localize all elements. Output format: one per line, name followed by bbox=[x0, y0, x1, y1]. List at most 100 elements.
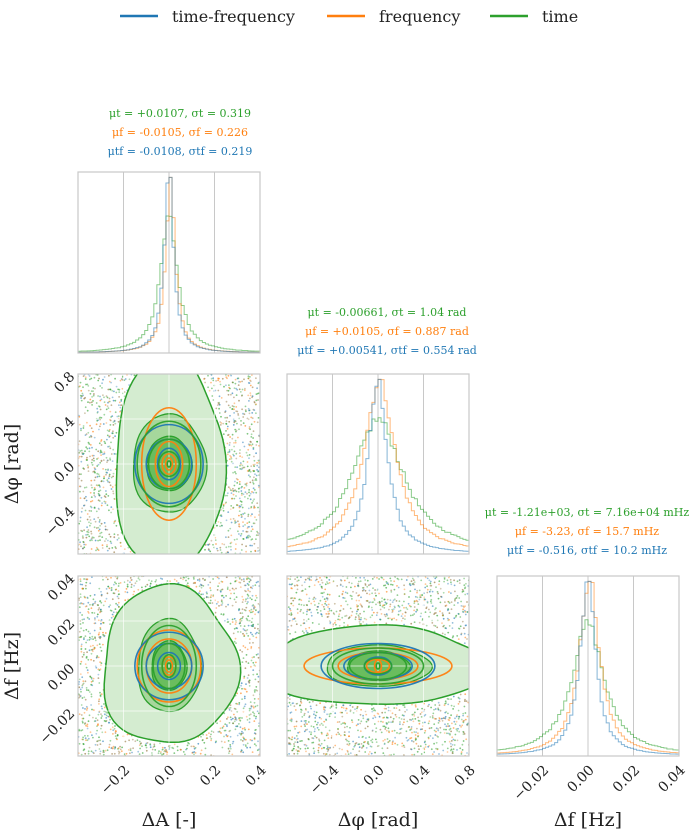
scatter-point bbox=[254, 717, 257, 720]
scatter-point bbox=[257, 470, 260, 473]
contour-frequency-level-1 bbox=[161, 453, 177, 475]
scatter-point bbox=[337, 615, 340, 618]
scatter-point bbox=[242, 538, 245, 540]
scatter-point bbox=[100, 496, 103, 499]
scatter-point bbox=[239, 622, 242, 624]
scatter-point bbox=[100, 480, 103, 483]
scatter-point bbox=[107, 469, 109, 471]
panel-2d-df_vs_dA bbox=[77, 575, 261, 757]
scatter-point bbox=[218, 605, 220, 607]
scatter-point bbox=[229, 542, 232, 545]
scatter-point bbox=[87, 531, 90, 534]
scatter-point bbox=[343, 621, 345, 624]
scatter-point bbox=[329, 707, 332, 709]
scatter-point bbox=[79, 602, 81, 605]
scatter-point bbox=[104, 713, 106, 716]
scatter-point bbox=[435, 607, 437, 609]
scatter-point bbox=[383, 613, 386, 616]
scatter-point bbox=[342, 596, 345, 599]
scatter-point bbox=[230, 393, 232, 396]
scatter-point bbox=[199, 583, 202, 586]
scatter-point bbox=[91, 537, 93, 540]
scatter-point bbox=[253, 401, 256, 404]
scatter-point bbox=[127, 749, 130, 751]
scatter-point bbox=[248, 521, 251, 523]
scatter-point bbox=[356, 706, 359, 708]
scatter-point bbox=[251, 443, 254, 446]
scatter-point bbox=[227, 433, 230, 436]
scatter-point bbox=[100, 662, 103, 664]
scatter-point bbox=[466, 715, 469, 718]
contour-tf-level-3 bbox=[134, 423, 204, 505]
scatter-point bbox=[89, 392, 92, 395]
scatter-point bbox=[87, 465, 90, 468]
scatter-point bbox=[229, 545, 232, 548]
scatter-point bbox=[99, 750, 102, 753]
scatter-point bbox=[85, 534, 87, 536]
scatter-point bbox=[365, 713, 368, 716]
scatter-point bbox=[111, 396, 114, 399]
scatter-point bbox=[226, 389, 229, 392]
scatter-point bbox=[407, 602, 410, 605]
scatter-point bbox=[460, 751, 463, 753]
scatter-point bbox=[329, 621, 332, 624]
scatter-point bbox=[165, 750, 167, 753]
scatter-point bbox=[320, 722, 323, 725]
scatter-point bbox=[371, 614, 374, 617]
scatter-point bbox=[417, 734, 420, 737]
scatter-point bbox=[324, 753, 327, 755]
scatter-point bbox=[80, 399, 83, 402]
ytick-df-3: 0.04 bbox=[45, 571, 78, 604]
scatter-point bbox=[87, 529, 90, 531]
scatter-point bbox=[464, 698, 466, 701]
scatter-point bbox=[112, 611, 115, 614]
scatter-point bbox=[340, 579, 343, 582]
panels bbox=[77, 171, 680, 757]
scatter-point bbox=[109, 540, 112, 543]
scatter-point bbox=[221, 377, 224, 380]
scatter-point bbox=[161, 748, 164, 751]
scatter-point bbox=[126, 733, 129, 736]
scatter-point bbox=[249, 590, 251, 593]
scatter-point bbox=[295, 623, 298, 626]
scatter-point bbox=[198, 592, 201, 594]
scatter-point bbox=[114, 725, 116, 727]
scatter-point bbox=[92, 677, 95, 680]
scatter-point bbox=[446, 732, 448, 735]
scatter-point bbox=[185, 748, 187, 751]
scatter-point bbox=[119, 748, 122, 751]
scatter-point bbox=[358, 736, 360, 738]
scatter-point bbox=[234, 466, 237, 468]
scatter-point bbox=[93, 489, 95, 491]
scatter-point bbox=[463, 606, 465, 609]
scatter-point bbox=[306, 728, 309, 731]
scatter-point bbox=[210, 539, 213, 542]
scatter-point bbox=[95, 402, 98, 404]
scatter-point bbox=[326, 745, 329, 747]
scatter-point bbox=[447, 723, 449, 725]
scatter-point bbox=[245, 745, 247, 747]
scatter-point bbox=[334, 622, 336, 624]
scatter-point bbox=[231, 497, 234, 500]
scatter-point bbox=[428, 727, 431, 730]
scatter-point bbox=[249, 544, 252, 547]
scatter-point bbox=[257, 417, 260, 419]
scatter-point bbox=[401, 742, 404, 745]
scatter-point bbox=[244, 744, 247, 746]
scatter-point bbox=[88, 691, 91, 693]
scatter-point bbox=[225, 400, 228, 403]
scatter-point bbox=[362, 717, 365, 720]
scatter-point bbox=[250, 608, 253, 611]
scatter-point bbox=[338, 721, 341, 723]
scatter-point bbox=[249, 701, 252, 703]
scatter-point bbox=[99, 425, 101, 428]
scatter-point bbox=[83, 497, 86, 500]
scatter-point bbox=[245, 536, 248, 539]
scatter-point bbox=[224, 723, 227, 726]
scatter-point bbox=[111, 432, 114, 435]
scatter-point bbox=[245, 598, 247, 601]
scatter-point bbox=[246, 432, 249, 435]
scatter-point bbox=[90, 638, 92, 640]
scatter-point bbox=[253, 470, 256, 472]
scatter-point bbox=[418, 621, 421, 624]
